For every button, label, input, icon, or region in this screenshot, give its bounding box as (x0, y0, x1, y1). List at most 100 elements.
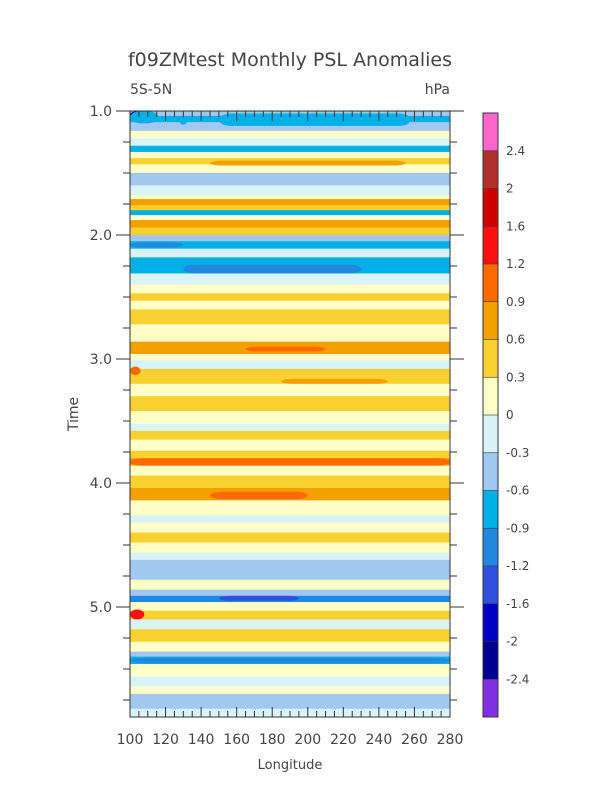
colorbar-swatch (483, 264, 498, 303)
anomaly-patch (183, 264, 362, 274)
anomaly-patch (201, 221, 450, 227)
y-tick-label: 3.0 (90, 352, 112, 368)
anomaly-band (130, 138, 450, 147)
x-axis-label: Longitude (258, 758, 323, 773)
anomaly-band (130, 641, 450, 653)
x-tick-label: 240 (366, 732, 393, 748)
anomaly-band (130, 579, 450, 591)
anomaly-band (130, 430, 450, 441)
anomaly-band (130, 475, 450, 489)
anomaly-patch (130, 242, 184, 248)
anomaly-band (130, 676, 450, 687)
anomaly-band (130, 205, 450, 211)
anomaly-patch (130, 609, 145, 620)
colorbar-swatch (483, 679, 498, 718)
colorbar-label: -1.2 (506, 559, 529, 573)
x-tick-label: 160 (223, 732, 250, 748)
anomaly-band (130, 300, 450, 310)
anomaly-patch (352, 491, 433, 498)
colorbar-swatch (483, 415, 498, 454)
colorbar-swatch (483, 452, 498, 491)
colorbar-label: 0.9 (506, 295, 525, 309)
anomaly-patch (130, 657, 450, 663)
y-axis-label: Time (66, 397, 82, 432)
anomaly-band (130, 515, 450, 524)
anomaly-band (130, 559, 450, 581)
anomaly-band (130, 185, 450, 196)
anomaly-band (130, 651, 450, 658)
colorbar-swatch (483, 490, 498, 529)
anomaly-patch (130, 111, 159, 124)
colorbar-label: -0.3 (506, 446, 529, 460)
colorbar-swatch (483, 188, 498, 227)
anomaly-band (130, 235, 450, 242)
anomaly-patch (281, 378, 388, 384)
anomaly-band (130, 383, 450, 397)
anomaly-patch (179, 118, 187, 125)
colorbar-swatch (483, 226, 498, 265)
anomaly-band (130, 324, 450, 343)
anomaly-patch (307, 200, 450, 204)
colorbar-label: 0.6 (506, 333, 525, 347)
anomaly-band (130, 227, 450, 236)
anomaly-band (130, 465, 450, 477)
axes: 100 120 140 160 180 200 220 240 260 280 1.0 2.0 3.0 4… (90, 104, 464, 748)
anomaly-patch (130, 458, 450, 466)
colorbar-swatch (483, 150, 498, 189)
anomaly-band (130, 532, 450, 544)
units-label: hPa (425, 82, 450, 98)
colorbar-swatch (483, 641, 498, 680)
colorbar-label: 0.3 (506, 370, 525, 384)
anomaly-band (130, 686, 450, 695)
anomaly-band (130, 360, 450, 370)
y-tick-label: 5.0 (90, 600, 112, 616)
colorbar-swatch (483, 339, 498, 378)
heatmap-field (130, 111, 450, 718)
anomaly-band (130, 210, 450, 216)
anomaly-patch (218, 595, 299, 601)
colorbar-swatch (483, 603, 498, 642)
anomaly-band (130, 522, 450, 534)
anomaly-band (130, 122, 450, 132)
x-tick-label: 280 (437, 732, 464, 748)
anomaly-band (130, 293, 450, 302)
anomaly-band (130, 610, 450, 620)
anomaly-band (130, 199, 450, 206)
anomaly-patch (218, 113, 411, 126)
colorbar-label: 1.2 (506, 257, 525, 271)
x-tick-label: 140 (188, 732, 215, 748)
anomaly-band (130, 629, 450, 643)
x-tick-label: 100 (117, 732, 144, 748)
colorbar-label: 2 (506, 182, 514, 196)
colorbar: 2.4 2 1.6 1.2 0.9 0.6 0.3 0 -0.3 -0.6 -0.9 -1.2 -1.6… (482, 112, 529, 718)
colorbar-swatch (483, 113, 498, 152)
anomaly-band (130, 664, 450, 678)
anomaly-band (130, 542, 450, 554)
anomaly-band (130, 396, 450, 412)
anomaly-band (130, 423, 450, 432)
anomaly-band (130, 164, 450, 174)
anomaly-band (130, 589, 450, 597)
anomaly-band (130, 284, 450, 294)
anomaly-patch (130, 366, 141, 376)
anomaly-band (130, 145, 450, 153)
x-tick-label: 220 (330, 732, 357, 748)
anomaly-patch (210, 491, 308, 500)
anomaly-patch (210, 160, 406, 166)
colorbar-label: -0.6 (506, 484, 529, 498)
anomaly-band (130, 215, 450, 221)
anomaly-band (130, 248, 450, 258)
anomaly-band (130, 439, 450, 452)
colorbar-label: 0 (506, 408, 514, 422)
anomaly-band (130, 411, 450, 425)
colorbar-label: -0.9 (506, 521, 529, 535)
anomaly-band (130, 619, 450, 630)
x-tick-label: 200 (294, 732, 321, 748)
y-tick-label: 2.0 (90, 228, 112, 244)
anomaly-band (130, 354, 450, 361)
anomaly-band (130, 309, 450, 325)
colorbar-swatch (483, 377, 498, 416)
x-tick-label: 180 (259, 732, 286, 748)
y-tick-label: 4.0 (90, 476, 112, 492)
anomaly-band (130, 450, 450, 459)
